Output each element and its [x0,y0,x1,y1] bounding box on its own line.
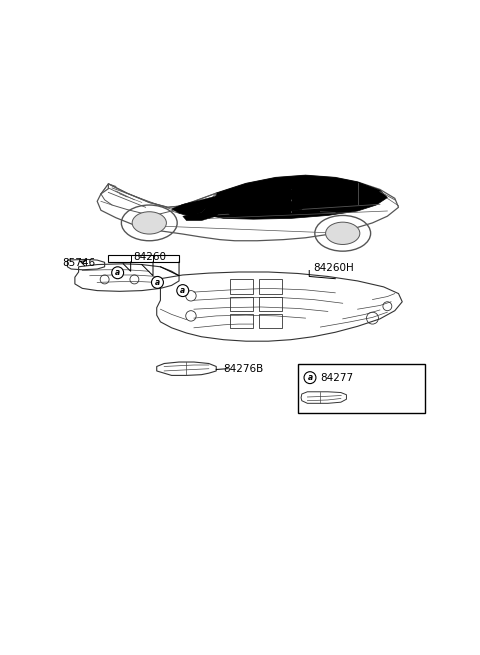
Ellipse shape [132,212,167,234]
Polygon shape [183,204,224,221]
Bar [259,280,282,293]
Polygon shape [172,196,216,216]
Bar [229,297,252,310]
Text: a: a [180,286,185,295]
Ellipse shape [325,222,360,244]
Polygon shape [261,201,305,214]
Circle shape [177,285,189,297]
Bar [298,364,425,413]
Text: 84260H: 84260H [313,263,354,273]
Polygon shape [253,189,305,201]
Bar [108,255,179,262]
Text: a: a [155,278,160,287]
Text: 84276B: 84276B [224,364,264,375]
Polygon shape [205,176,387,219]
Circle shape [152,276,163,288]
Polygon shape [209,189,268,207]
Bar [259,297,282,310]
Bar [229,280,252,293]
Text: 84277: 84277 [321,373,354,383]
Text: a: a [307,373,312,382]
Text: 84260: 84260 [133,252,166,262]
Circle shape [112,267,124,278]
Circle shape [304,371,316,384]
Bar [259,314,282,328]
Polygon shape [224,203,276,216]
Text: 85746: 85746 [62,257,95,268]
Text: a: a [115,269,120,277]
Bar [229,314,252,328]
